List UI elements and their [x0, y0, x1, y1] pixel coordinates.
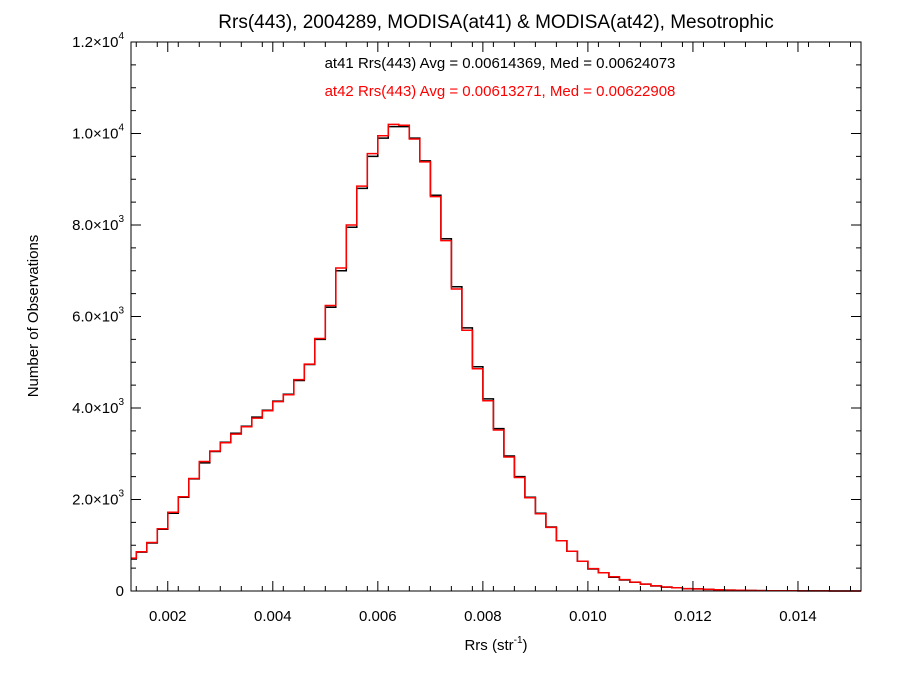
- y-tick-label: 2.0×103: [72, 489, 124, 509]
- legend-at42: at42 Rrs(443) Avg = 0.00613271, Med = 0.…: [325, 83, 676, 100]
- x-tick-label: 0.006: [359, 608, 397, 625]
- x-tick-label: 0.002: [149, 608, 187, 625]
- series-at41: [131, 125, 861, 592]
- plot-frame: [130, 41, 862, 592]
- x-axis: 0.002 0.004 0.006 0.008 0.010 0.012 0.014: [135, 42, 851, 625]
- y-tick-label: 1.2×104: [72, 31, 124, 51]
- legend-at41: at41 Rrs(443) Avg = 0.00614369, Med = 0.…: [325, 55, 676, 72]
- x-tick-label: 0.012: [674, 608, 712, 625]
- chart-title: Rrs(443), 2004289, MODISA(at41) & MODISA…: [218, 12, 773, 33]
- series-group: [131, 123, 861, 592]
- y-tick-label: 0: [116, 583, 124, 600]
- y-tick-label: 8.0×103: [72, 214, 124, 234]
- x-axis-label-sup: -1: [514, 635, 523, 646]
- y-tick-label: 4.0×103: [72, 397, 124, 417]
- y-tick-label: 6.0×103: [72, 306, 124, 326]
- x-tick-label: 0.010: [569, 608, 607, 625]
- x-tick-label: 0.014: [779, 608, 817, 625]
- series-at42: [131, 123, 861, 592]
- x-axis-label-tail: ): [523, 637, 528, 654]
- x-tick-label: 0.004: [254, 608, 292, 625]
- y-axis-label: Number of Observations: [25, 235, 42, 398]
- y-tick-label: 1.0×104: [72, 123, 124, 143]
- x-axis-label: Rrs (str-1): [464, 635, 527, 654]
- x-axis-label-base: Rrs (str: [464, 637, 513, 654]
- y-axis: 0 2.0×103 4.0×103 6.0×103 8.0×103 1.0×104 1.2×…: [72, 31, 861, 600]
- x-tick-label: 0.008: [464, 608, 502, 625]
